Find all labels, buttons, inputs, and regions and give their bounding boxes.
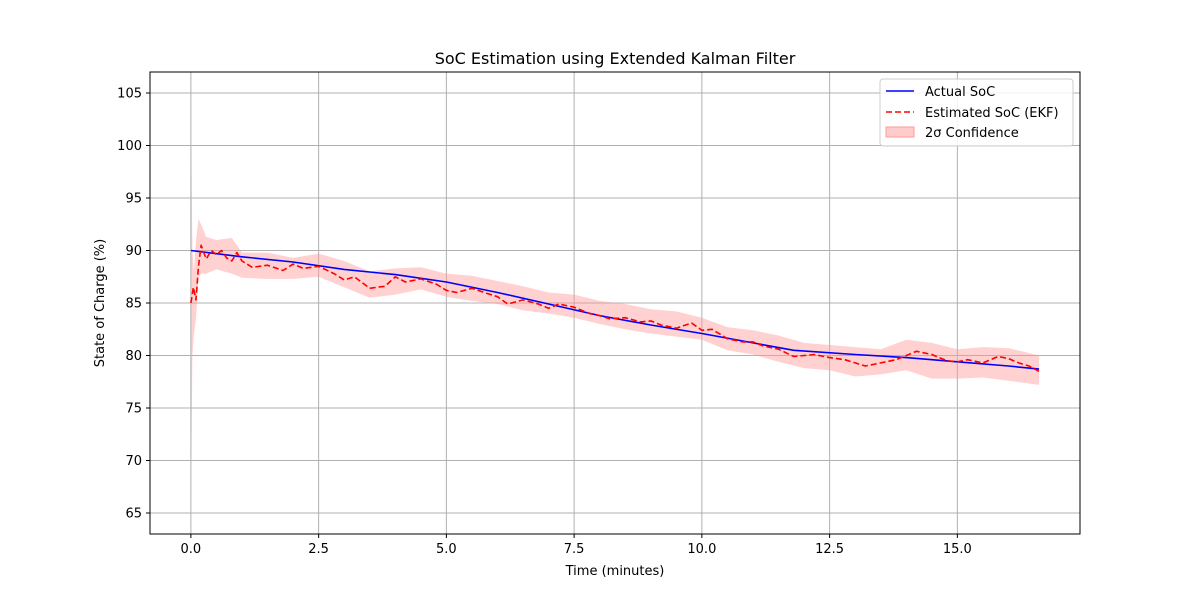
y-tick-label: 80 — [125, 349, 142, 364]
confidence-band-layer — [190, 93, 1040, 513]
x-tick-label: 10.0 — [687, 542, 716, 557]
y-tick-label: 90 — [125, 244, 142, 259]
y-tick-label: 65 — [125, 507, 142, 522]
y-tick-label: 95 — [125, 192, 142, 207]
y-tick-label: 105 — [117, 87, 142, 102]
y-tick-label: 70 — [125, 454, 142, 469]
legend: Actual SoC Estimated SoC (EKF) 2σ Confid… — [879, 78, 1074, 147]
legend-label-actual-soc: Actual SoC — [925, 85, 995, 100]
legend-label-estimated-soc: Estimated SoC (EKF) — [925, 106, 1059, 121]
x-tick-label: 7.5 — [564, 542, 585, 557]
legend-swatch-confidence — [885, 126, 915, 138]
x-tick-label: 0.0 — [181, 542, 202, 557]
x-tick-label: 5.0 — [436, 542, 457, 557]
y-axis-label: State of Charge (%) — [93, 239, 108, 367]
legend-label-confidence: 2σ Confidence — [925, 126, 1019, 141]
x-tick-label: 15.0 — [943, 542, 972, 557]
grid — [150, 72, 1080, 534]
y-axis: 65 70 75 80 85 90 95 100 105 — [117, 87, 150, 522]
y-tick-label: 85 — [125, 297, 142, 312]
y-tick-label: 75 — [125, 402, 142, 417]
series-line-actual-soc — [190, 249, 1040, 370]
chart-title: SoC Estimation using Extended Kalman Fil… — [435, 49, 796, 68]
y-tick-label: 100 — [117, 139, 142, 154]
series-line-estimated-soc — [190, 244, 1040, 373]
series-layer — [190, 244, 1040, 373]
x-axis: 0.0 2.5 5.0 7.5 10.0 12.5 15.0 — [181, 534, 972, 557]
x-tick-label: 12.5 — [815, 542, 844, 557]
confidence-band — [190, 93, 1040, 513]
x-axis-label: Time (minutes) — [565, 564, 665, 579]
x-tick-label: 2.5 — [308, 542, 329, 557]
legend-box — [879, 78, 1074, 147]
